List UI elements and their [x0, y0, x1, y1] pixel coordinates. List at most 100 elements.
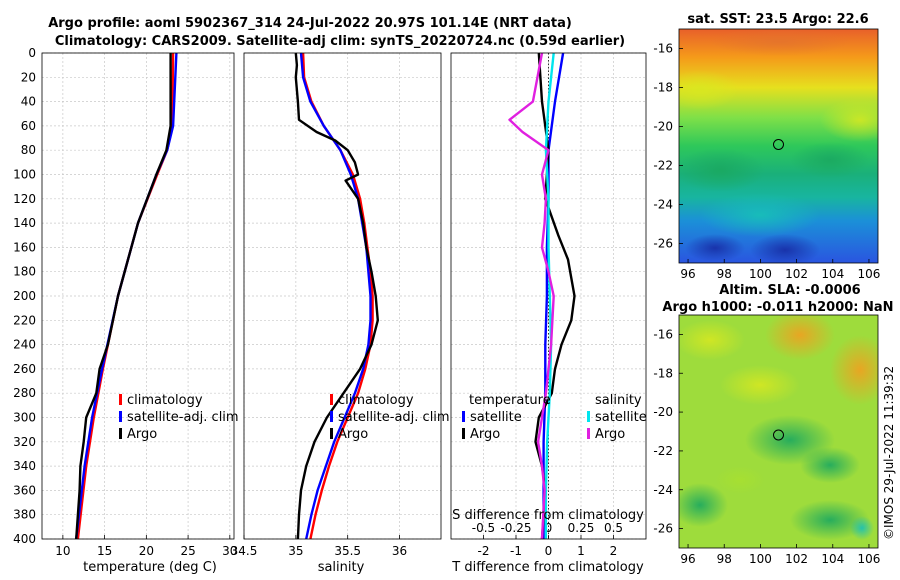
y-tick-label: 60 — [21, 119, 36, 133]
y-tick-label: 100 — [13, 168, 36, 182]
y-tick-label: 20 — [21, 70, 36, 84]
x-tick-label: 0 — [545, 544, 553, 558]
x-tick-label: 1 — [577, 544, 585, 558]
series-line-s-argo — [508, 52, 555, 540]
sst-map-ticks: 96 98 100 102 104 106 -16 -18 -20 -22 -24 -26 — [653, 42, 880, 282]
map-y-tick-label: -26 — [653, 237, 673, 251]
x-tick-label: 15 — [97, 544, 112, 558]
sst-blob — [820, 98, 878, 142]
series-line-t-satellite — [542, 52, 565, 539]
difference-panel: -2 -1 0 1 2 -0.5 -0.25 0 0.25 0.5 — [450, 52, 647, 558]
sst-blob — [750, 234, 820, 263]
x-tick-label: 10 — [55, 544, 70, 558]
map-y-tick-label: -20 — [653, 405, 673, 419]
sst-blob — [790, 142, 870, 178]
legend-swatch-t-satellite — [462, 411, 465, 422]
sla-blob — [679, 483, 728, 527]
sst-map: 96 98 100 102 104 106 -16 -18 -20 -22 -24 -26 — [653, 28, 880, 282]
y-tick-label: 40 — [21, 95, 36, 109]
y-tick-label: 320 — [13, 435, 36, 449]
y-tick-label: 300 — [13, 411, 36, 425]
y-tick-label: 160 — [13, 240, 36, 254]
map-y-tick-label: -18 — [653, 366, 673, 380]
map-y-tick-label: -18 — [653, 81, 673, 95]
legend-s-satellite: satellite — [595, 410, 647, 425]
sst-blob — [700, 193, 820, 237]
sst-field — [679, 29, 878, 263]
sst-blob — [685, 234, 745, 262]
map-y-tick-label: -16 — [653, 42, 673, 56]
temperature-panel: 10 15 20 25 30020406080100120140160180200220… — [13, 46, 237, 558]
sst-map-frame — [678, 28, 879, 264]
legend-salinity-title: salinity — [595, 393, 642, 408]
sla-blob — [715, 466, 765, 494]
sla-blob — [830, 335, 878, 405]
map-x-tick-label: 98 — [717, 267, 732, 281]
imos-watermark: ©IMOS 29-Jul-2022 11:39:32 — [882, 366, 896, 540]
series-line-argo — [75, 53, 172, 540]
salinity-panel: 34.5 35 35.5 36 — [231, 52, 442, 558]
map-x-tick-label: 98 — [717, 552, 732, 566]
x-tick-label: 20 — [139, 544, 154, 558]
map-x-tick-label: 100 — [749, 267, 772, 281]
legend-swatch-argo — [330, 428, 333, 439]
sla-blob — [800, 447, 860, 483]
map-x-tick-label: 104 — [821, 552, 844, 566]
salinity-xlabel: salinity — [318, 560, 365, 575]
figure-subtitle: Climatology: CARS2009. Satellite-adj cli… — [55, 34, 625, 49]
map-y-tick-label: -20 — [653, 120, 673, 134]
legend-t-argo: Argo — [470, 427, 500, 442]
sla-field — [679, 315, 878, 548]
sst-blob — [710, 29, 850, 56]
temperature-xlabel: temperature (deg C) — [83, 560, 217, 575]
sla-map-ticks: 96 98 100 102 104 106 -16 -18 -20 -22 -24 -26 — [653, 327, 880, 566]
y-tick-label: 240 — [13, 338, 36, 352]
top-tick-label: -0.25 — [500, 521, 531, 535]
y-tick-label: 400 — [13, 532, 36, 546]
legend-t-satellite: satellite — [470, 410, 522, 425]
map-x-tick-label: 96 — [680, 552, 695, 566]
top-tick-label: -0.5 — [472, 521, 495, 535]
legend-swatch-satellite — [330, 411, 333, 422]
y-tick-label: 120 — [13, 192, 36, 206]
legend-argo: Argo — [338, 427, 368, 442]
plot-frame — [243, 52, 442, 540]
x-tick-label: -1 — [510, 544, 522, 558]
y-tick-label: 340 — [13, 459, 36, 473]
map-x-tick-label: 96 — [680, 267, 695, 281]
map-x-tick-label: 100 — [749, 552, 772, 566]
map-y-tick-label: -22 — [653, 159, 673, 173]
plot-frame — [450, 52, 647, 540]
map-y-tick-label: -24 — [653, 483, 673, 497]
legend-swatch-climatology — [330, 394, 333, 405]
legend-satellite-adj-clim: satellite-adj. clim — [127, 410, 239, 425]
sla-blob — [850, 516, 874, 540]
x-tick-label: 36 — [392, 544, 407, 558]
series-line-satellite-adj-clim — [299, 52, 372, 540]
y-tick-label: 200 — [13, 289, 36, 303]
top-tick-label: 0.25 — [568, 521, 595, 535]
legend-satellite-adj-clim: satellite-adj. clim — [338, 410, 450, 425]
y-tick-label: 280 — [13, 386, 36, 400]
legend-swatch-satellite — [119, 411, 122, 422]
map-x-tick-label: 106 — [858, 267, 881, 281]
sla-blob — [679, 320, 745, 360]
y-tick-label: 260 — [13, 362, 36, 376]
argo-float-marker — [773, 139, 784, 150]
y-tick-label: 0 — [28, 46, 36, 60]
x-tick-label: 25 — [180, 544, 195, 558]
x-tick-label: 34.5 — [231, 544, 258, 558]
legend-swatch-argo — [119, 428, 122, 439]
map-y-tick-label: -24 — [653, 198, 673, 212]
x-tick-label: 35 — [288, 544, 303, 558]
x-tick-label: 2 — [610, 544, 618, 558]
sla-map-frame — [678, 314, 879, 549]
legend-swatch-s-argo — [587, 428, 590, 439]
top-tick-label: 0 — [545, 521, 553, 535]
sla-map: 96 98 100 102 104 106 -16 -18 -20 -22 -24 -26 — [653, 314, 880, 566]
map-x-tick-label: 102 — [785, 552, 808, 566]
sst-blob — [679, 148, 765, 192]
map-x-tick-label: 104 — [821, 267, 844, 281]
legend-temperature-title: temperature — [469, 393, 551, 408]
